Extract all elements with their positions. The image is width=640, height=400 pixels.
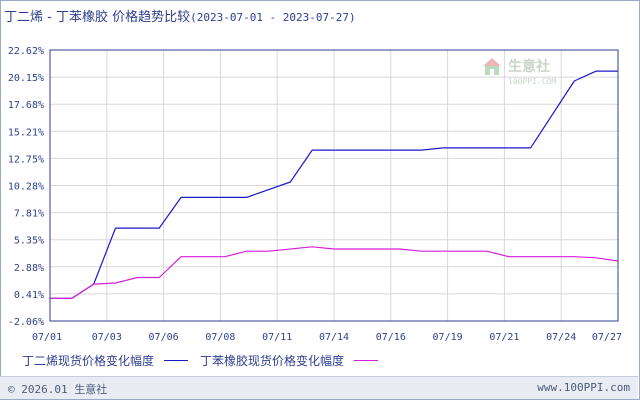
legend-swatch-series2 — [354, 360, 379, 361]
watermark-logo — [483, 58, 501, 75]
series-line-2 — [50, 246, 619, 299]
y-tick-label: 22.62% — [8, 46, 44, 57]
x-tick-label: 07/11 — [262, 332, 292, 343]
x-tick-label: 07/03 — [92, 332, 122, 343]
watermark-name: 生意社 — [508, 58, 550, 75]
x-tick-label: 07/27 — [592, 332, 622, 343]
x-tick-label: 07/19 — [433, 332, 463, 343]
chart-title-range: (2023-07-01 - 2023-07-27) — [190, 11, 356, 24]
y-tick-label: -2.06% — [8, 317, 44, 328]
x-tick-label: 07/08 — [205, 332, 235, 343]
chart-title: 丁二烯 - 丁苯橡胶 价格趋势比较(2023-07-01 - 2023-07-2… — [4, 6, 356, 25]
x-tick-label: 07/14 — [319, 332, 349, 343]
y-tick-label: 17.68% — [8, 100, 44, 111]
x-tick-label: 07/01 — [32, 332, 62, 343]
y-tick-label: 5.35% — [14, 236, 44, 247]
legend-label-series2: 丁苯橡胶现货价格变化幅度 — [200, 354, 345, 368]
legend: 丁二烯现货价格变化幅度 丁苯橡胶现货价格变化幅度 — [22, 352, 390, 369]
x-tick-label: 07/16 — [376, 332, 406, 343]
x-axis-ticks: 07/01 07/03 07/06 07/08 07/11 07/14 07/16 07/19… — [32, 332, 622, 343]
y-tick-label: 15.21% — [8, 127, 44, 138]
legend-swatch-series1 — [164, 360, 189, 361]
legend-label-series1: 丁二烯现货价格变化幅度 — [22, 354, 155, 368]
x-tick-label: 07/06 — [149, 332, 179, 343]
x-tick-label: 07/24 — [546, 332, 576, 343]
y-tick-label: 0.41% — [14, 290, 44, 301]
y-axis-ticks: 22.62% 20.15% 17.68% 15.21% 12.75% 10.28% 7.81… — [8, 46, 44, 328]
chart-area: 生意社 100PPI.COM 22.62% 20.15% 17.68% 15.21% 1… — [8, 46, 622, 343]
y-tick-label: 2.88% — [14, 263, 44, 274]
series-line-1 — [50, 70, 618, 299]
y-tick-label: 12.75% — [8, 154, 44, 165]
y-tick-label: 10.28% — [8, 182, 44, 193]
footer-site-link[interactable]: www.100PPI.com — [537, 381, 630, 394]
footer: © 2026.01 生意社 www.100PPI.com — [0, 376, 638, 399]
y-tick-label: 7.81% — [14, 209, 44, 220]
watermark-url: 100PPI.COM — [508, 77, 556, 86]
y-tick-label: 20.15% — [8, 73, 44, 84]
plot-border — [49, 49, 619, 322]
grid — [50, 50, 618, 321]
watermark: 生意社 100PPI.COM — [483, 58, 556, 86]
footer-copyright: © 2026.01 生意社 — [8, 383, 108, 396]
chart-title-main: 丁二烯 - 丁苯橡胶 价格趋势比较 — [4, 10, 191, 25]
axes — [49, 49, 619, 322]
x-tick-label: 07/21 — [489, 332, 519, 343]
series — [50, 70, 619, 299]
